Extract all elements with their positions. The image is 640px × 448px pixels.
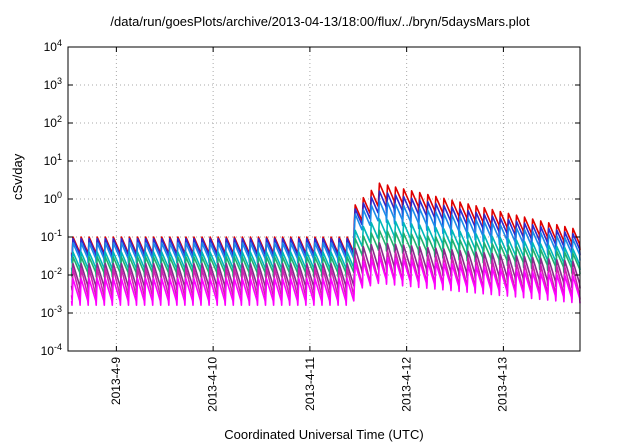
y-tick-label: 103: [43, 76, 62, 92]
chart-title: /data/run/goesPlots/archive/2013-04-13/1…: [110, 14, 530, 29]
x-tick-label: 2013-4-11: [302, 357, 317, 411]
series-layer: [70, 182, 581, 306]
x-tick-label: 2013-4-13: [496, 357, 511, 412]
y-tick-label: 101: [43, 152, 62, 168]
y-tick-label: 102: [43, 114, 62, 130]
y-tick-label: 104: [43, 38, 62, 54]
y-tick-label: 10-4: [40, 342, 62, 358]
tick-layer: [68, 46, 580, 352]
y-tick-label: 100: [43, 190, 62, 206]
series-line: [70, 256, 581, 306]
y-tick-label: 10-1: [40, 228, 62, 244]
x-tick-label: 2013-4-9: [109, 357, 124, 406]
y-tick-label: 10-3: [40, 304, 62, 320]
y-tick-label: 10-2: [40, 266, 62, 282]
series-line: [70, 199, 581, 264]
x-tick-label: 2013-4-12: [399, 357, 414, 412]
x-axis-label: Coordinated Universal Time (UTC): [224, 427, 424, 442]
x-tick-label: 2013-4-10: [205, 357, 220, 412]
